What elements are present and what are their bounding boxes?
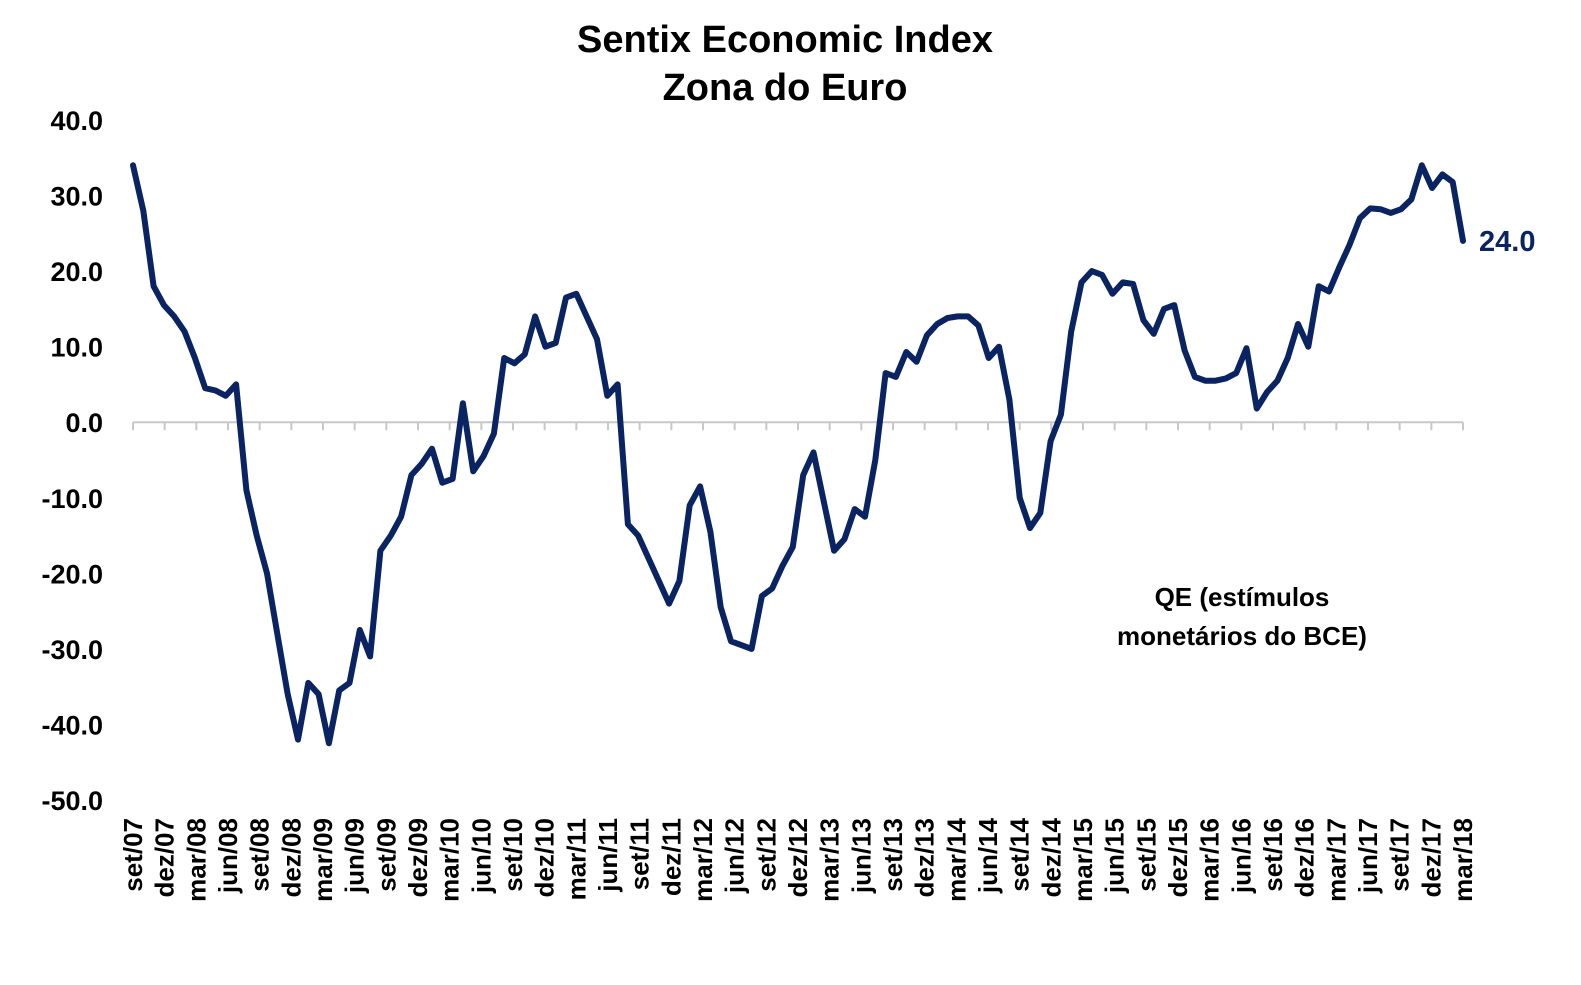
x-tick-label: dez/14 <box>1036 817 1066 897</box>
x-tick-label: mar/17 <box>1321 818 1351 902</box>
x-tick-label: set/17 <box>1385 818 1415 892</box>
x-tick-label: mar/08 <box>181 818 211 902</box>
x-tick-label: mar/18 <box>1448 818 1478 902</box>
x-axis <box>132 421 1464 431</box>
x-tick-label: mar/09 <box>308 818 338 902</box>
qe-annotation-line-1: QE (estímulos <box>1155 582 1330 612</box>
y-tick-label: 0.0 <box>65 408 103 438</box>
x-tick-label: mar/11 <box>561 818 591 900</box>
x-tick-label: jun/10 <box>466 818 496 894</box>
x-tick-label: dez/17 <box>1416 818 1446 898</box>
y-tick-label: -10.0 <box>41 484 103 514</box>
x-tick-label: set/08 <box>245 818 275 892</box>
x-tick-label: mar/10 <box>435 818 465 902</box>
x-tick-label: jun/11 <box>593 818 623 893</box>
x-tick-label: jun/13 <box>846 818 876 894</box>
x-tick-label: set/09 <box>371 818 401 892</box>
x-tick-label: mar/13 <box>815 818 845 902</box>
x-axis-labels: set/07 dez/07 mar/08 jun/08 set/08 dez/08 mar/… <box>118 817 1478 901</box>
x-tick-label: dez/12 <box>783 818 813 898</box>
y-tick-label: -20.0 <box>41 559 103 589</box>
x-tick-label: jun/14 <box>973 817 1003 894</box>
x-tick-label: set/07 <box>118 818 148 892</box>
sentix-series-line <box>130 162 1466 747</box>
x-tick-label: dez/09 <box>403 818 433 898</box>
x-tick-label: mar/12 <box>688 818 718 902</box>
y-tick-label: 40.0 <box>50 106 103 136</box>
x-tick-label: dez/13 <box>910 818 940 898</box>
x-tick-label: set/12 <box>751 818 781 892</box>
x-tick-label: jun/09 <box>340 818 370 894</box>
x-tick-label: set/16 <box>1258 818 1288 892</box>
x-tick-label: dez/16 <box>1290 818 1320 898</box>
x-tick-label: jun/15 <box>1100 818 1130 894</box>
x-tick-label: dez/15 <box>1163 818 1193 898</box>
x-tick-label: dez/07 <box>150 818 180 898</box>
x-tick-label: mar/14 <box>941 817 971 901</box>
qe-annotation-line-2: monetários do BCE) <box>1117 621 1367 651</box>
chart-subtitle: Zona do Euro <box>663 67 908 109</box>
x-tick-label: mar/15 <box>1068 818 1098 902</box>
chart-title: Sentix Economic Index <box>577 19 993 61</box>
y-tick-label: -50.0 <box>41 786 103 816</box>
x-tick-label: dez/08 <box>276 818 306 898</box>
x-tick-label: set/11 <box>625 818 655 890</box>
y-tick-label: -40.0 <box>41 710 103 740</box>
y-tick-label: 20.0 <box>50 257 103 287</box>
y-axis-labels: 40.0 30.0 20.0 10.0 0.0 -10.0 -20.0 -30.0 -40.0 -… <box>41 106 103 816</box>
y-tick-label: -30.0 <box>41 635 103 665</box>
x-tick-label: jun/17 <box>1353 818 1383 894</box>
y-tick-label: 30.0 <box>50 182 103 212</box>
x-tick-label: dez/11 <box>656 818 686 896</box>
x-tick-label: dez/10 <box>530 818 560 898</box>
x-tick-label: set/15 <box>1131 818 1161 892</box>
x-tick-label: jun/12 <box>720 818 750 894</box>
x-tick-label: jun/16 <box>1226 818 1256 894</box>
qe-annotation: QE (estímulos monetários do BCE) <box>1117 582 1367 651</box>
y-tick-label: 10.0 <box>50 333 103 363</box>
x-tick-label: set/14 <box>1005 817 1035 891</box>
x-tick-label: set/10 <box>498 818 528 892</box>
last-value-label: 24.0 <box>1479 226 1535 258</box>
x-tick-label: set/13 <box>878 818 908 892</box>
x-tick-label: mar/16 <box>1195 818 1225 902</box>
x-tick-label: jun/08 <box>213 818 243 894</box>
